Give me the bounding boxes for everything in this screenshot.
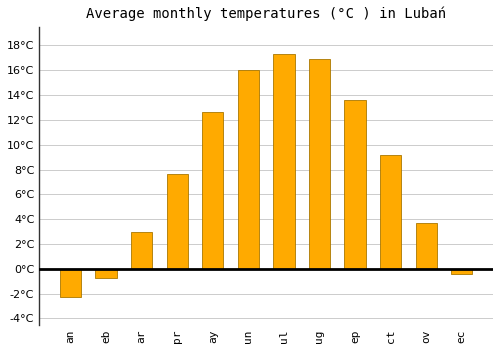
Bar <box>416 223 437 269</box>
Bar <box>238 70 259 269</box>
Bar <box>273 54 294 269</box>
Bar <box>344 100 366 269</box>
Bar <box>309 59 330 269</box>
Bar <box>451 269 472 274</box>
Bar <box>96 269 116 278</box>
Bar <box>202 112 224 269</box>
Bar <box>166 175 188 269</box>
Title: Average monthly temperatures (°C ) in Lubań: Average monthly temperatures (°C ) in Lu… <box>86 7 446 21</box>
Bar <box>380 155 402 269</box>
Bar <box>131 232 152 269</box>
Bar <box>60 269 81 298</box>
